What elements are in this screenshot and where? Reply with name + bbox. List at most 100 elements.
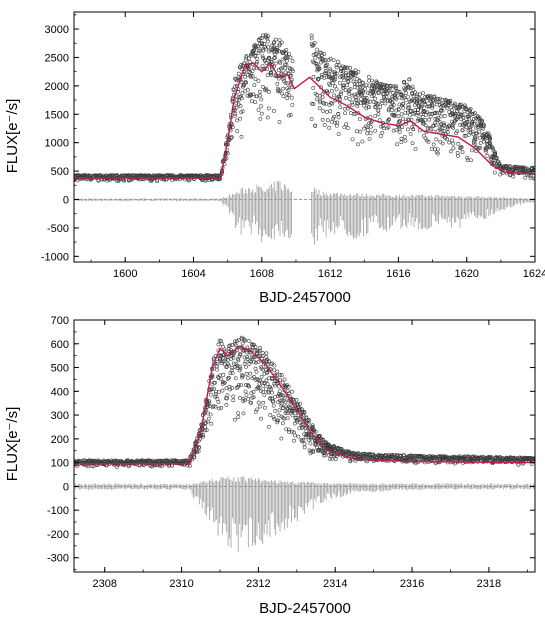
top-flux-point [325,110,329,114]
top-flux-point [287,52,292,56]
bottom-flux-point [270,399,275,404]
bottom-flux-point [201,433,206,437]
top-flux-point [286,92,291,97]
bottom-flux-point [305,418,310,423]
top-flux-point [334,65,339,70]
top-flux-point [428,114,433,119]
top-flux-point [423,123,428,128]
top-flux-point [277,89,282,94]
bottom-flux-point [302,442,307,446]
top-flux-point [268,70,273,75]
top-flux-point [403,110,408,115]
bottom-residual-series [74,476,535,552]
top-flux-point [245,87,250,92]
bottom-y-tick-label: 0 [63,481,69,493]
top-flux-point [481,122,486,127]
top-flux-point [385,98,390,103]
bottom-flux-point [213,404,218,409]
top-flux-point [125,173,130,178]
top-flux-point [258,116,263,121]
bottom-y-tick-label: 600 [51,339,69,351]
top-flux-point [371,90,376,95]
top-flux-point [427,117,432,122]
bottom-flux-point [249,342,254,347]
top-flux-point [247,59,252,64]
top-flux-point [366,75,371,79]
bottom-flux-point [222,380,227,385]
top-flux-point [239,94,243,99]
top-flux-point [434,110,439,115]
top-flux-point [401,105,406,110]
top-flux-point [274,45,279,50]
top-flux-point [312,41,317,45]
top-flux-point [385,91,390,96]
bottom-x-tick-label: 2308 [92,578,116,590]
bottom-flux-point [227,384,232,389]
top-flux-point [269,70,274,75]
bottom-flux-point [308,441,313,446]
bottom-flux-point [269,387,274,391]
bottom-flux-point [305,418,310,423]
top-y-tick-label: 2500 [45,52,69,64]
top-x-tick-label: 1600 [113,268,137,280]
top-flux-point [473,142,478,147]
top-y-tick-label: 1500 [45,109,69,121]
bottom-y-tick-label: -100 [47,505,69,517]
bottom-flux-point [192,455,197,460]
top-flux-point [253,100,258,104]
top-flux-point [336,59,340,64]
bottom-flux-point [285,406,289,411]
top-flux-point [371,92,376,97]
top-flux-point [432,94,437,99]
top-flux-point [333,120,337,125]
bottom-flux-point [157,458,162,463]
top-flux-point [376,108,381,113]
top-flux-point [257,89,262,94]
top-flux-point [399,112,404,117]
bottom-flux-point [229,356,234,361]
top-flux-point [362,126,367,131]
bottom-flux-point [203,425,207,430]
bottom-flux-point [216,400,221,405]
bottom-flux-point [279,436,284,441]
top-flux-point [309,36,314,41]
top-flux-point [318,56,323,61]
top-flux-point [262,67,267,71]
bottom-flux-point [213,394,217,399]
top-flux-point [319,73,324,77]
top-flux-point [341,73,346,78]
top-flux-point [351,112,356,116]
top-flux-point [497,161,502,166]
top-flux-point [233,111,238,116]
top-flux-point [454,131,459,136]
bottom-flux-point [219,377,223,381]
top-flux-point [320,57,325,62]
bottom-flux-point [321,451,326,456]
top-flux-point [418,92,422,97]
top-flux-point [476,125,480,130]
top-flux-point [463,105,468,110]
bottom-flux-point [272,417,277,421]
top-flux-point [439,114,444,119]
top-flux-point [250,69,255,74]
bottom-flux-point [256,378,261,382]
top-flux-point [263,86,268,91]
top-flux-point [475,115,480,120]
top-flux-point [365,99,370,104]
bottom-flux-point [412,454,417,459]
top-flux-point [458,122,463,127]
top-flux-point [266,34,271,39]
bottom-flux-point [262,381,267,386]
top-flux-point [440,108,445,113]
bottom-y-tick-label: 300 [51,410,69,422]
top-flux-point [338,80,342,85]
top-flux-point [421,108,426,113]
top-flux-point [332,72,337,76]
top-flux-point [388,88,393,93]
bottom-flux-point [266,390,271,395]
bottom-flux-point [208,412,213,417]
top-flux-point [458,104,462,109]
bottom-flux-point [245,355,250,359]
top-flux-point [229,135,234,139]
top-flux-point [397,126,402,131]
